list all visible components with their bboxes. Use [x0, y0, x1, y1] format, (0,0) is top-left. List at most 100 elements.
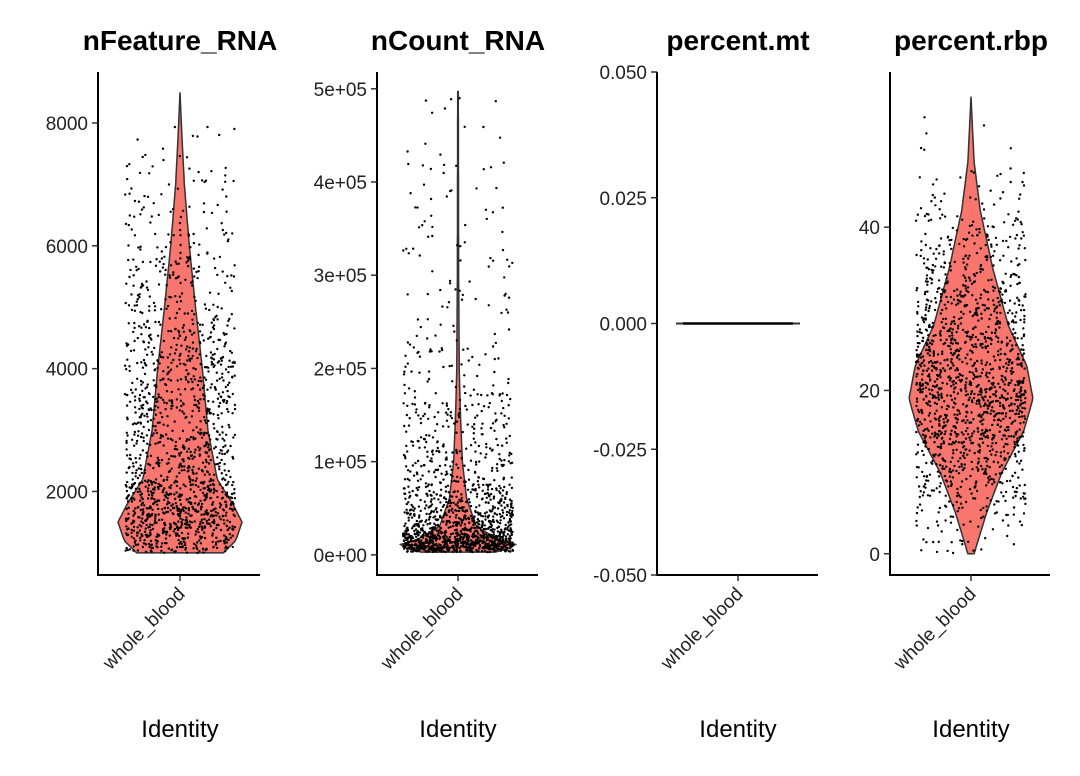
data-point [139, 286, 143, 289]
data-point [941, 350, 944, 353]
data-point [165, 533, 168, 536]
data-point [505, 513, 509, 517]
x-axis-label: Identity [932, 716, 1009, 743]
data-point [410, 535, 414, 538]
data-point [934, 396, 938, 399]
x-axis-label: Identity [419, 716, 496, 743]
data-point [1016, 439, 1019, 443]
data-point [425, 550, 429, 553]
y-tick-label: 0.050 [599, 63, 647, 84]
data-point [469, 514, 473, 518]
data-point [939, 362, 942, 365]
data-point [931, 393, 934, 397]
data-point [994, 441, 998, 445]
data-point [175, 546, 179, 549]
data-point [491, 422, 495, 425]
data-point [980, 516, 983, 520]
data-point [146, 415, 149, 418]
data-point [191, 457, 194, 460]
data-point [453, 535, 457, 539]
data-point [1023, 447, 1026, 450]
data-point [459, 539, 462, 542]
data-point [498, 453, 501, 456]
data-point [449, 495, 452, 498]
data-point [438, 464, 442, 468]
data-point [968, 310, 972, 313]
data-point [475, 506, 478, 509]
data-point [974, 482, 977, 485]
data-point [937, 244, 941, 247]
data-point [508, 454, 511, 457]
data-point [403, 547, 406, 550]
data-point [980, 359, 983, 362]
data-point [428, 541, 431, 544]
data-point [180, 465, 184, 468]
data-point [986, 399, 990, 402]
data-point [408, 491, 411, 494]
data-point [964, 279, 968, 282]
data-point [1016, 264, 1019, 267]
data-point [203, 487, 206, 490]
data-point [984, 374, 988, 377]
data-point [426, 545, 429, 548]
data-point [230, 351, 234, 354]
data-point [213, 352, 216, 356]
data-point [165, 390, 169, 393]
data-point [490, 449, 494, 452]
data-point [968, 488, 972, 491]
data-point [495, 487, 498, 490]
data-point [1022, 352, 1026, 355]
data-point [165, 530, 168, 533]
data-point [501, 444, 504, 447]
data-point [1019, 396, 1022, 399]
data-point [495, 186, 498, 190]
data-point [184, 485, 187, 488]
data-point [416, 206, 419, 209]
data-point [945, 382, 949, 385]
data-point [1005, 367, 1009, 370]
data-point [440, 472, 443, 475]
data-point [443, 513, 446, 516]
y-tick-label: 5e+05 [314, 80, 367, 101]
data-point [507, 328, 511, 331]
data-point [981, 468, 984, 471]
data-point [199, 398, 202, 401]
data-point [162, 478, 166, 482]
data-point [954, 382, 958, 385]
data-point [985, 460, 988, 463]
data-point [227, 538, 230, 542]
data-point [233, 492, 236, 495]
data-point [952, 320, 956, 323]
data-point [976, 375, 979, 378]
y-tick-label: -0.025 [593, 440, 647, 461]
data-point [209, 525, 212, 528]
data-point [193, 451, 196, 454]
data-point [153, 369, 156, 372]
data-point [218, 255, 222, 259]
data-point [143, 530, 147, 533]
data-point [177, 337, 180, 340]
data-point [199, 505, 203, 508]
data-point [146, 442, 149, 445]
data-point [955, 417, 958, 420]
data-point [208, 408, 211, 411]
data-point [199, 363, 203, 366]
data-point [964, 415, 968, 418]
data-point [216, 273, 219, 277]
data-point [948, 335, 951, 338]
data-point [1007, 383, 1010, 387]
data-point [179, 517, 182, 520]
data-point [953, 289, 956, 293]
data-point [178, 437, 181, 440]
data-point [956, 348, 959, 351]
data-point [998, 481, 1002, 484]
data-point [136, 361, 139, 365]
data-point [920, 361, 924, 365]
data-point [471, 546, 474, 550]
data-point [951, 469, 954, 472]
data-point [199, 488, 202, 492]
data-point [202, 210, 206, 214]
data-point [210, 170, 213, 173]
data-point [408, 540, 411, 544]
data-point [458, 289, 461, 292]
